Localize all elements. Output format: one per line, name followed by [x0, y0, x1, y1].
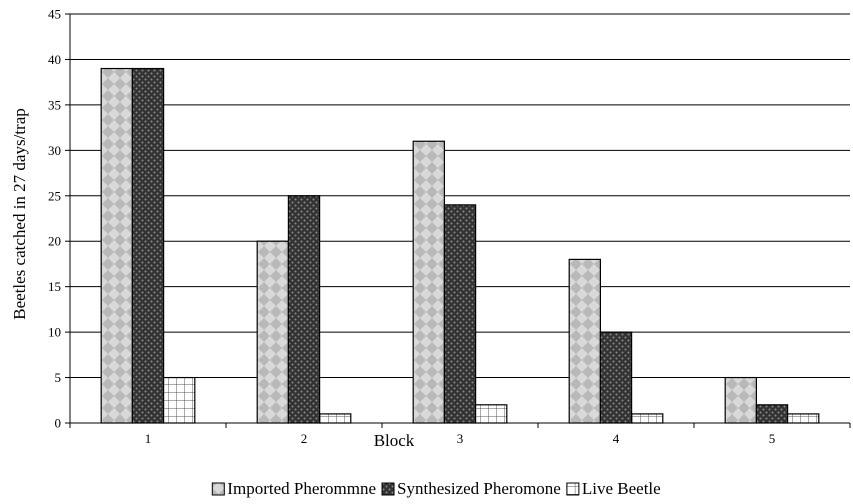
legend-item: Live Beetle — [566, 479, 661, 498]
y-tick-label: 15 — [48, 279, 61, 294]
bar-2-block-4 — [599, 331, 633, 424]
legend-label: Synthesized Pheromone — [397, 479, 561, 498]
y-tick-label: 30 — [48, 143, 61, 158]
x-tick-label: 1 — [145, 431, 152, 446]
gridlines — [70, 13, 850, 379]
bar-1-block-4 — [568, 258, 602, 424]
y-tick-labels: 0 5 10 15 20 25 30 35 40 45 — [48, 7, 61, 431]
y-tick-label: 10 — [48, 325, 61, 340]
legend: Imported Pherommne Synthesized Pheromone L… — [211, 479, 661, 498]
bar-2-block-5 — [755, 404, 789, 424]
bars — [100, 67, 820, 424]
y-tick-label: 45 — [48, 7, 61, 22]
y-tick-label: 25 — [48, 188, 61, 203]
legend-swatch — [566, 482, 580, 496]
x-tick-label: 4 — [613, 431, 620, 446]
x-tick-label: 3 — [457, 431, 464, 446]
bar-3-block-4 — [630, 413, 664, 424]
legend-label: Imported Pherommne — [227, 479, 376, 498]
x-tick-label: 5 — [769, 431, 776, 446]
legend-item: Synthesized Pheromone — [381, 479, 561, 498]
bar-3-block-1 — [163, 376, 196, 424]
x-tick-label: 2 — [301, 431, 308, 446]
axes — [65, 13, 851, 428]
bar-2-block-2 — [287, 195, 321, 424]
bar-3-block-2 — [319, 413, 352, 424]
y-tick-label: 0 — [55, 416, 62, 431]
y-tick-label: 20 — [48, 234, 61, 249]
y-tick-label: 35 — [48, 97, 61, 112]
bar-3-block-3 — [475, 404, 508, 424]
legend-swatch — [211, 482, 225, 496]
x-axis-title: Block — [374, 431, 415, 450]
legend-swatch — [381, 482, 395, 496]
y-tick-label: 40 — [48, 52, 61, 67]
bar-1-block-3 — [412, 140, 446, 424]
y-axis-title: Beetles catched in 27 days/trap — [10, 108, 29, 319]
legend-item: Imported Pherommne — [211, 479, 376, 498]
x-tick-labels: 1 2 3 4 5 — [145, 431, 776, 446]
legend-label: Live Beetle — [582, 479, 661, 498]
y-tick-label: 5 — [55, 370, 62, 385]
bar-1-block-5 — [724, 376, 758, 424]
bar-2-block-1 — [131, 67, 165, 424]
bar-1-block-1 — [100, 67, 133, 424]
bar-3-block-5 — [786, 413, 820, 424]
bar-1-block-2 — [256, 240, 290, 424]
bar-2-block-3 — [443, 204, 477, 424]
